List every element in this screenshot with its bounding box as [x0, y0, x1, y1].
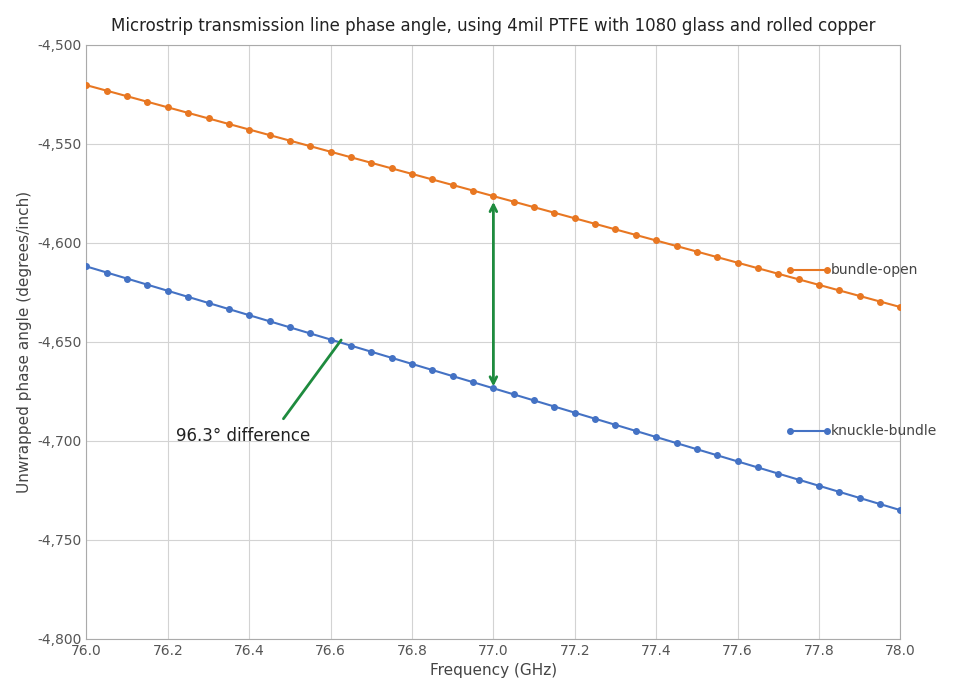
Title: Microstrip transmission line phase angle, using 4mil PTFE with 1080 glass and ro: Microstrip transmission line phase angle… — [111, 17, 876, 35]
Text: bundle-open: bundle-open — [831, 263, 919, 277]
Text: 96.3° difference: 96.3° difference — [176, 427, 310, 445]
Y-axis label: Unwrapped phase angle (degrees/inch): Unwrapped phase angle (degrees/inch) — [16, 190, 32, 493]
Text: knuckle-bundle: knuckle-bundle — [831, 424, 937, 438]
X-axis label: Frequency (GHz): Frequency (GHz) — [430, 663, 557, 678]
